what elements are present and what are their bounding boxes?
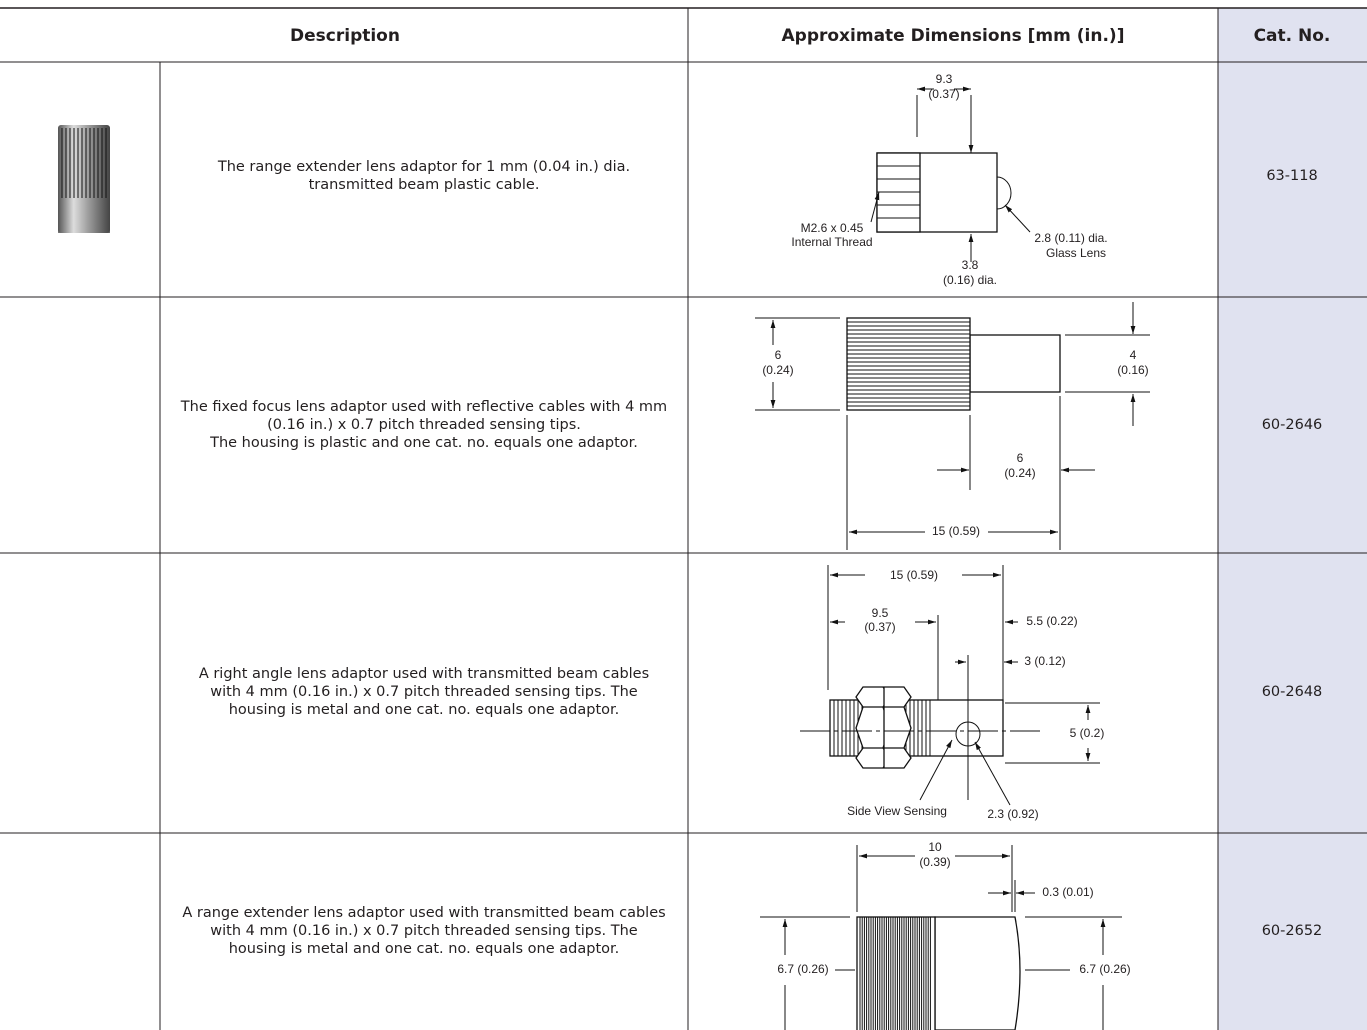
description-line: A range extender lens adaptor used with … [182, 905, 665, 921]
dim-label: 6.7 (0.26) [1079, 962, 1130, 976]
drawing-60-2648: 15 (0.59) 9.5 (0.37) 5.5 (0.22) 3 (0.12)… [800, 565, 1104, 821]
header: Description [290, 26, 400, 46]
dim-label: 0.3 (0.01) [1042, 885, 1093, 899]
dim-label: 15 (0.59) [890, 568, 938, 582]
header: Cat. No. [1254, 26, 1331, 46]
description-line: transmitted beam plastic cable. [309, 177, 540, 193]
dim-label: (0.39) [919, 855, 950, 869]
drawing-60-2646: 6 (0.24) 4 (0.16) 6 (0.24) 15 (0.59) [755, 302, 1150, 550]
description-line: housing is metal and one cat. no. equals… [229, 941, 620, 957]
cat-no: 60-2648 [1262, 684, 1323, 700]
dim-label: 2.3 (0.92) [987, 807, 1038, 821]
dim-label: 4 [1130, 348, 1137, 362]
dim-label: (0.24) [762, 363, 793, 377]
dim-label: 6 [775, 348, 782, 362]
dim-label: 6 [1017, 451, 1024, 465]
dim-label: (0.16) [1117, 363, 1148, 377]
dim-label: (0.16) dia. [943, 273, 997, 287]
description-line: with 4 mm (0.16 in.) x 0.7 pitch threade… [210, 923, 638, 939]
dim-label: (0.37) [864, 620, 895, 634]
dim-label: 3 (0.12) [1024, 654, 1065, 668]
description-line: The fixed focus lens adaptor used with r… [180, 399, 667, 415]
dim-label: 9.5 [872, 606, 889, 620]
dim-label: 5.5 (0.22) [1026, 614, 1077, 628]
dim-label: (0.37) [928, 87, 959, 101]
description-line: A right angle lens adaptor used with tra… [199, 666, 649, 682]
table-rules [0, 7, 1367, 1030]
product-photo [58, 125, 110, 233]
description-line: housing is metal and one cat. no. equals… [229, 702, 620, 718]
description-line: with 4 mm (0.16 in.) x 0.7 pitch threade… [210, 684, 638, 700]
description-line: (0.16 in.) x 0.7 pitch threaded sensing … [267, 417, 581, 433]
drawing-60-2652: 10 (0.39) 0.3 (0.01) 6.7 (0.26) 6.7 (0.2… [760, 840, 1131, 1030]
dim-label: M2.6 x 0.45 [801, 221, 864, 235]
dim-label: (0.24) [1004, 466, 1035, 480]
dim-label: Side View Sensing [847, 804, 947, 818]
description-line: The housing is plastic and one cat. no. … [209, 435, 638, 451]
cat-no: 60-2646 [1262, 417, 1323, 433]
dim-label: 9.3 [936, 72, 953, 86]
dim-label: 3.8 [962, 258, 979, 272]
dim-label: 15 (0.59) [932, 524, 980, 538]
dim-label: 2.8 (0.11) dia. [1034, 231, 1107, 245]
dim-label: Glass Lens [1046, 246, 1106, 260]
catno-shade [1218, 8, 1367, 1030]
dim-label: 10 [928, 840, 942, 854]
dim-label: 6.7 (0.26) [777, 962, 828, 976]
header: Approximate Dimensions [mm (in.)] [782, 26, 1125, 46]
dim-label: Internal Thread [791, 235, 872, 249]
cat-no: 63-118 [1266, 168, 1317, 184]
description-line: The range extender lens adaptor for 1 mm… [217, 159, 630, 175]
dim-label: 5 (0.2) [1070, 726, 1105, 740]
cat-no: 60-2652 [1262, 923, 1323, 939]
drawing-63-118: 9.3 (0.37) M2.6 x 0.45 Internal Thread 3… [791, 72, 1107, 287]
